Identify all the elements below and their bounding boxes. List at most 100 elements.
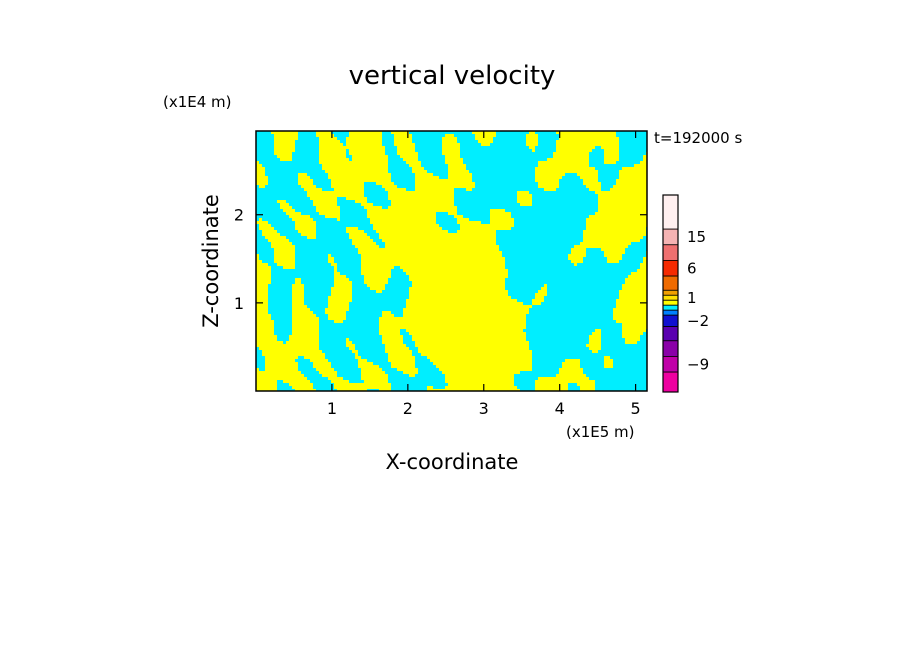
- field-cell: [550, 233, 554, 237]
- field-cell: [631, 131, 635, 135]
- field-cell: [316, 149, 320, 153]
- field-cell: [268, 176, 272, 180]
- field-cell: [583, 218, 587, 222]
- field-cell: [421, 227, 425, 231]
- field-cell: [418, 197, 422, 201]
- field-cell: [370, 161, 374, 165]
- field-cell: [520, 152, 524, 156]
- field-cell: [319, 194, 323, 198]
- field-cell: [457, 161, 461, 165]
- field-cell: [310, 212, 314, 216]
- field-cell: [373, 182, 377, 186]
- field-cell: [283, 137, 287, 141]
- field-cell: [289, 239, 293, 243]
- field-cell: [481, 146, 485, 150]
- field-cell: [256, 140, 260, 144]
- field-cell: [346, 221, 350, 225]
- field-cell: [364, 137, 368, 141]
- field-cell: [628, 185, 632, 189]
- field-cell: [328, 188, 332, 192]
- field-cell: [265, 173, 269, 177]
- field-cell: [613, 239, 617, 243]
- field-cell: [292, 152, 296, 156]
- field-cell: [562, 215, 566, 219]
- field-cell: [481, 161, 485, 165]
- field-cell: [631, 224, 635, 228]
- field-cell: [562, 188, 566, 192]
- field-cell: [565, 134, 569, 138]
- field-cell: [523, 239, 527, 243]
- field-cell: [484, 233, 488, 237]
- field-cell: [436, 185, 440, 189]
- field-cell: [490, 224, 494, 228]
- field-cell: [379, 185, 383, 189]
- field-cell: [319, 149, 323, 153]
- field-cell: [403, 197, 407, 201]
- field-cell: [379, 197, 383, 201]
- field-cell: [382, 158, 386, 162]
- field-cell: [277, 173, 281, 177]
- field-cell: [331, 176, 335, 180]
- field-cell: [271, 191, 275, 195]
- field-cell: [529, 221, 533, 225]
- field-cell: [595, 167, 599, 171]
- field-cell: [622, 143, 626, 147]
- field-cell: [583, 146, 587, 150]
- field-cell: [565, 140, 569, 144]
- field-cell: [613, 188, 617, 192]
- field-cell: [484, 209, 488, 213]
- field-cell: [460, 161, 464, 165]
- field-cell: [535, 218, 539, 222]
- field-cell: [274, 179, 278, 183]
- field-cell: [538, 200, 542, 204]
- field-cell: [268, 194, 272, 198]
- field-cell: [256, 203, 260, 207]
- field-cell: [415, 182, 419, 186]
- field-cell: [301, 140, 305, 144]
- field-cell: [505, 176, 509, 180]
- field-cell: [301, 209, 305, 213]
- field-cell: [265, 209, 269, 213]
- field-cell: [397, 179, 401, 183]
- field-cell: [538, 176, 542, 180]
- field-cell: [616, 218, 620, 222]
- field-cell: [490, 242, 494, 246]
- field-cell: [361, 188, 365, 192]
- field-cell: [616, 167, 620, 171]
- field-cell: [637, 230, 641, 234]
- field-cell: [370, 185, 374, 189]
- field-cell: [391, 158, 395, 162]
- field-cell: [508, 194, 512, 198]
- field-cell: [619, 179, 623, 183]
- field-cell: [616, 179, 620, 183]
- field-cell: [511, 182, 515, 186]
- field-cell: [271, 158, 275, 162]
- field-cell: [406, 179, 410, 183]
- field-cell: [418, 215, 422, 219]
- field-cell: [613, 131, 617, 135]
- field-cell: [268, 242, 272, 246]
- field-cell: [421, 182, 425, 186]
- field-cell: [490, 131, 494, 135]
- field-cell: [415, 221, 419, 225]
- field-cell: [460, 194, 464, 198]
- field-cell: [340, 194, 344, 198]
- field-cell: [271, 140, 275, 144]
- field-cell: [433, 140, 437, 144]
- field-cell: [628, 188, 632, 192]
- field-cell: [367, 146, 371, 150]
- field-cell: [505, 170, 509, 174]
- field-cell: [559, 200, 563, 204]
- field-cell: [607, 239, 611, 243]
- field-cell: [307, 194, 311, 198]
- field-cell: [562, 221, 566, 225]
- field-cell: [289, 221, 293, 225]
- field-cell: [364, 185, 368, 189]
- field-cell: [379, 227, 383, 231]
- field-cell: [565, 221, 569, 225]
- field-cell: [535, 167, 539, 171]
- field-cell: [340, 218, 344, 222]
- field-cell: [607, 206, 611, 210]
- field-cell: [544, 188, 548, 192]
- field-cell: [391, 233, 395, 237]
